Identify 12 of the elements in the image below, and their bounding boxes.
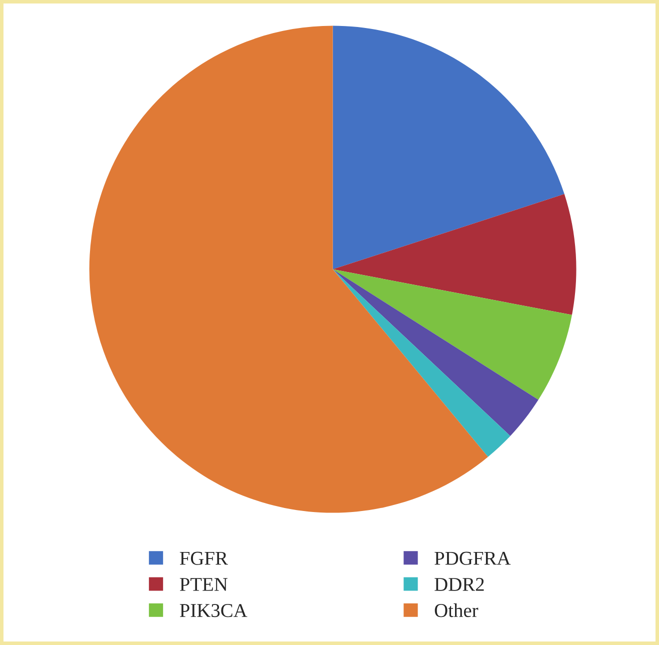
legend-label: FGFR: [180, 552, 228, 565]
legend-label: PDGFRA: [434, 552, 511, 565]
pie-slice: [332, 194, 576, 315]
legend-label: Other: [434, 603, 478, 618]
legend-label: DDR2: [434, 578, 484, 591]
pie-slice: [332, 269, 538, 436]
pie-slice: [332, 26, 564, 270]
pie-slice: [332, 269, 510, 457]
pie-slice: [332, 269, 572, 400]
pie-slice: [89, 26, 488, 513]
legend-label: PIK3CA: [180, 604, 248, 618]
legend-label: PTEN: [180, 578, 228, 591]
